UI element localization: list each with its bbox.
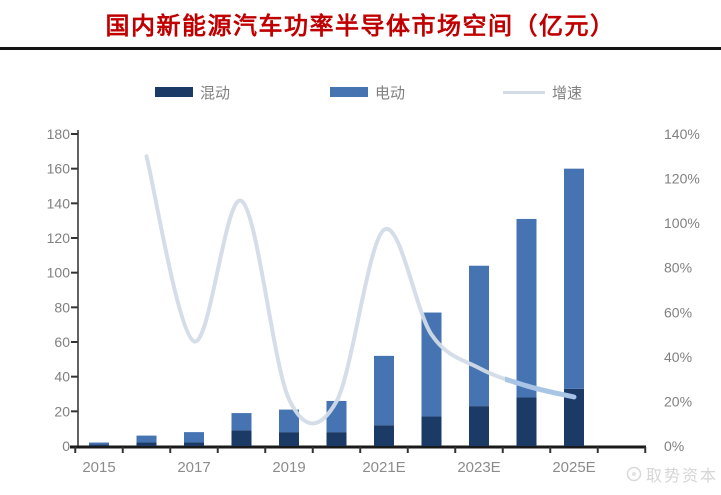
legend-label-growth: 增速 xyxy=(552,84,583,102)
legend-item-growth[interactable]: 增速 xyxy=(503,81,582,103)
bar-segment-electric[interactable] xyxy=(231,413,252,431)
bar-segment-electric[interactable] xyxy=(374,355,394,426)
bar-segment-electric[interactable] xyxy=(421,312,442,417)
bar-segment-hybrid[interactable] xyxy=(184,442,204,446)
right-axis-label: 20% xyxy=(664,393,692,409)
legend-item-hybrid[interactable]: 混动 xyxy=(155,81,230,103)
electric-swatch-icon xyxy=(330,87,368,97)
x-axis-label: 2025E xyxy=(552,459,595,476)
x-axis-label: 2021E xyxy=(362,459,405,476)
left-axis-label: 60 xyxy=(54,334,70,350)
bar-segment-hybrid[interactable] xyxy=(136,442,157,446)
chart-legend: 混动 电动 增速 xyxy=(0,81,721,103)
watermark-text: 取势资本 xyxy=(645,468,718,485)
growth-line-swatch-icon xyxy=(503,91,545,94)
bar-segment-hybrid[interactable] xyxy=(421,416,442,446)
bar-segment-hybrid[interactable] xyxy=(279,432,299,446)
right-axis-label: 40% xyxy=(664,349,692,365)
watermark: 取势资本 xyxy=(626,462,718,486)
growth-line-highlight xyxy=(505,376,577,400)
bar-segment-hybrid[interactable] xyxy=(231,430,252,446)
right-axis-label: 80% xyxy=(664,260,692,276)
hybrid-swatch-icon xyxy=(155,87,193,97)
bar-segment-hybrid[interactable] xyxy=(564,388,584,446)
bar-segment-electric[interactable] xyxy=(89,442,109,445)
left-axis-label: 140 xyxy=(47,195,71,211)
legend-item-electric[interactable]: 电动 xyxy=(330,81,405,103)
x-axis-label: 2015 xyxy=(82,459,115,476)
x-axis-label: 2019 xyxy=(272,459,305,476)
left-axis-label: 20 xyxy=(54,403,70,419)
left-axis-label: 40 xyxy=(54,369,70,385)
bar-segment-hybrid[interactable] xyxy=(326,432,347,446)
left-axis-label: 0 xyxy=(62,438,70,454)
left-axis-label: 160 xyxy=(47,161,71,177)
left-axis-label: 120 xyxy=(47,230,71,246)
chart-header: 国内新能源汽车功率半导体市场空间（亿元） xyxy=(0,0,721,46)
x-axis-label: 2023E xyxy=(457,459,500,476)
bar-segment-electric[interactable] xyxy=(516,218,537,398)
growth-line[interactable] xyxy=(144,154,576,426)
x-axis-label: 2017 xyxy=(177,459,210,476)
left-axis-label: 100 xyxy=(47,265,71,281)
watermark-logo-icon xyxy=(626,466,642,482)
legend-label-electric: 电动 xyxy=(375,84,406,102)
bar-segment-electric[interactable] xyxy=(279,409,299,433)
chart-title: 国内新能源汽车功率半导体市场空间（亿元） xyxy=(105,12,616,40)
bar-segment-electric[interactable] xyxy=(326,400,347,433)
bar-segment-hybrid[interactable] xyxy=(516,397,537,446)
legend-label-hybrid: 混动 xyxy=(200,84,231,102)
bar-segment-hybrid[interactable] xyxy=(89,444,109,446)
bar-segment-hybrid[interactable] xyxy=(374,425,394,446)
right-axis-label: 100% xyxy=(664,215,700,231)
right-axis-label: 140% xyxy=(664,126,700,142)
title-divider xyxy=(0,47,721,50)
bar-segment-electric[interactable] xyxy=(136,435,157,443)
left-axis-label: 80 xyxy=(54,299,70,315)
left-axis-label: 180 xyxy=(47,126,71,142)
bar-segment-electric[interactable] xyxy=(469,265,489,407)
right-axis-label: 60% xyxy=(664,304,692,320)
right-axis-label: 0% xyxy=(664,438,684,454)
bar-segment-electric[interactable] xyxy=(184,432,204,443)
right-axis-label: 120% xyxy=(664,171,700,187)
bar-segment-hybrid[interactable] xyxy=(469,406,489,446)
bar-segment-electric[interactable] xyxy=(564,168,584,389)
